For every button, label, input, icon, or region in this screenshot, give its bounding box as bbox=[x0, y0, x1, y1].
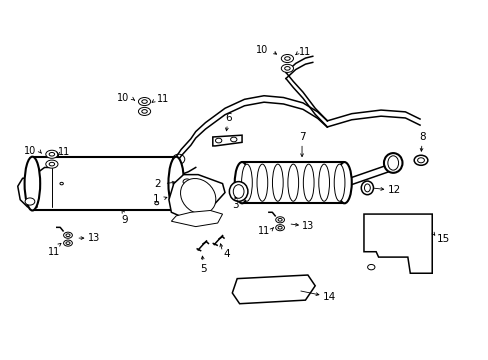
Polygon shape bbox=[168, 175, 224, 218]
Polygon shape bbox=[171, 211, 222, 226]
Text: 11: 11 bbox=[58, 147, 70, 157]
Text: 4: 4 bbox=[223, 248, 230, 258]
Ellipse shape bbox=[234, 162, 249, 203]
Text: 5: 5 bbox=[199, 264, 206, 274]
Text: 10: 10 bbox=[24, 145, 36, 156]
Text: 8: 8 bbox=[418, 132, 425, 142]
Text: 10: 10 bbox=[255, 45, 267, 55]
Polygon shape bbox=[212, 135, 242, 146]
Text: 13: 13 bbox=[302, 221, 314, 230]
Ellipse shape bbox=[287, 164, 298, 201]
Ellipse shape bbox=[383, 153, 402, 173]
Ellipse shape bbox=[318, 164, 329, 201]
Ellipse shape bbox=[25, 198, 35, 205]
Text: 11: 11 bbox=[257, 226, 269, 236]
Ellipse shape bbox=[138, 98, 150, 105]
Text: 9: 9 bbox=[122, 215, 128, 225]
Text: 10: 10 bbox=[117, 93, 129, 103]
Ellipse shape bbox=[46, 160, 58, 168]
Text: 6: 6 bbox=[225, 113, 232, 123]
Ellipse shape bbox=[275, 217, 284, 223]
Text: 15: 15 bbox=[436, 234, 449, 244]
Text: 13: 13 bbox=[87, 233, 100, 243]
Ellipse shape bbox=[333, 164, 344, 201]
Ellipse shape bbox=[179, 176, 194, 187]
Ellipse shape bbox=[303, 164, 313, 201]
Text: 12: 12 bbox=[386, 185, 400, 195]
Text: 7: 7 bbox=[298, 132, 305, 142]
Polygon shape bbox=[232, 275, 315, 304]
Text: 2: 2 bbox=[154, 179, 160, 189]
Ellipse shape bbox=[138, 107, 150, 116]
Ellipse shape bbox=[413, 155, 427, 165]
Ellipse shape bbox=[168, 157, 183, 211]
Ellipse shape bbox=[241, 164, 252, 201]
Text: 11: 11 bbox=[48, 247, 61, 257]
Ellipse shape bbox=[229, 181, 247, 201]
Ellipse shape bbox=[361, 181, 373, 195]
Ellipse shape bbox=[281, 64, 293, 72]
Ellipse shape bbox=[275, 225, 284, 231]
Ellipse shape bbox=[336, 162, 351, 203]
Polygon shape bbox=[363, 214, 431, 273]
Text: 3: 3 bbox=[232, 200, 239, 210]
Ellipse shape bbox=[24, 157, 40, 211]
Text: 14: 14 bbox=[322, 292, 335, 302]
Ellipse shape bbox=[272, 164, 283, 201]
Ellipse shape bbox=[180, 179, 215, 214]
Ellipse shape bbox=[46, 150, 58, 158]
Text: 11: 11 bbox=[157, 94, 169, 104]
Ellipse shape bbox=[257, 164, 267, 201]
Text: 11: 11 bbox=[299, 46, 311, 57]
Ellipse shape bbox=[63, 232, 72, 238]
Ellipse shape bbox=[281, 54, 293, 63]
Text: 1: 1 bbox=[152, 194, 159, 204]
Ellipse shape bbox=[63, 240, 72, 246]
